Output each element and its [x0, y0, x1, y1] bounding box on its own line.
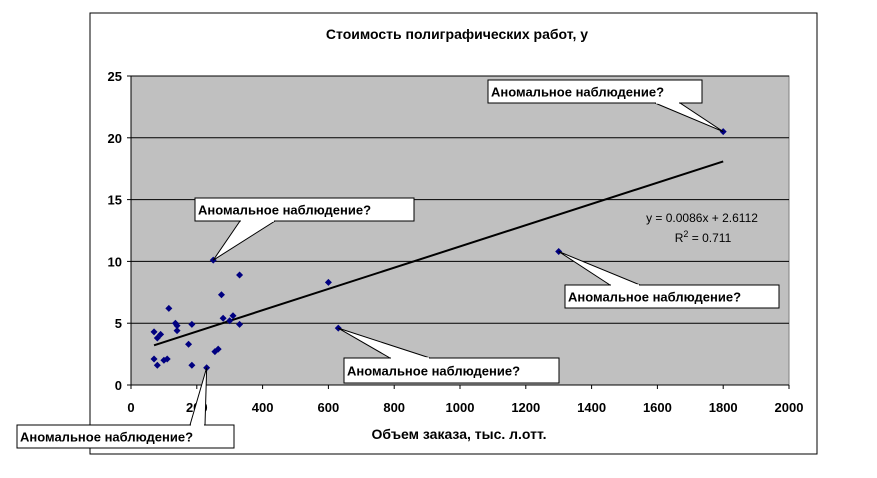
trend-equation: y = 0.0086x + 2.6112 — [646, 211, 758, 225]
data-point — [157, 330, 165, 338]
callout-label: Аномальное наблюдение? — [20, 430, 193, 445]
data-point — [163, 355, 171, 363]
data-point — [217, 291, 225, 299]
data-point — [173, 322, 181, 330]
data-point — [173, 327, 181, 335]
x-tick-label: 1400 — [577, 400, 606, 415]
y-tick-label: 5 — [115, 316, 122, 331]
x-tick-label: 0 — [127, 400, 134, 415]
data-point — [150, 355, 158, 363]
data-point — [229, 312, 237, 320]
x-tick-label: 600 — [318, 400, 340, 415]
trendline-group — [153, 160, 724, 347]
callout-label: Аномальное наблюдение? — [198, 203, 371, 218]
data-point — [214, 345, 222, 353]
r-squared: R2 = 0.711 — [675, 229, 732, 245]
r-squared-label: R — [675, 231, 684, 245]
x-tick-label: 800 — [383, 400, 405, 415]
callout-label: Аномальное наблюдение? — [491, 85, 664, 100]
y-tick-label: 25 — [108, 69, 122, 84]
callout-box — [343, 357, 560, 384]
y-tick-label: 0 — [115, 378, 122, 393]
callout-box — [194, 197, 415, 222]
x-tick-label: 1200 — [511, 400, 540, 415]
data-point — [236, 271, 244, 279]
x-axis-label: Объем заказа, тыс. л.отт. — [371, 426, 546, 442]
y-tick-label: 15 — [108, 193, 122, 208]
callout-box — [564, 284, 780, 309]
callout-label: Аномальное наблюдение? — [568, 290, 741, 305]
x-tick-label: 1600 — [643, 400, 672, 415]
y-axis-ticks: 0 5 10 15 20 25 — [108, 69, 132, 393]
y-tick-label: 20 — [108, 131, 122, 146]
x-axis-ticks: 0200400600800100012001400160018002000 — [127, 384, 804, 415]
x-tick-label: 400 — [252, 400, 274, 415]
data-point — [188, 361, 196, 369]
y-tick-label: 10 — [108, 254, 122, 269]
callout-label: Аномальное наблюдение? — [347, 364, 520, 379]
data-point — [185, 340, 193, 348]
callout-box — [16, 424, 235, 449]
data-point — [188, 320, 196, 328]
callout-box — [487, 79, 703, 104]
x-tick-label: 2000 — [775, 400, 804, 415]
data-point — [165, 304, 173, 312]
data-point — [324, 278, 332, 286]
r-squared-superscript: 2 — [683, 229, 688, 239]
data-point — [150, 328, 158, 336]
chart-title: Стоимость полиграфических работ, y — [326, 26, 588, 42]
data-point — [236, 320, 244, 328]
trendline — [153, 160, 724, 347]
data-point — [153, 361, 161, 369]
x-tick-label: 1800 — [709, 400, 738, 415]
r-squared-value: = 0.711 — [688, 231, 731, 245]
x-tick-label: 1000 — [446, 400, 475, 415]
data-point — [219, 314, 227, 322]
data-point — [226, 317, 234, 325]
callouts: Аномальное наблюдение? Аномальное наблюде… — [16, 79, 780, 449]
